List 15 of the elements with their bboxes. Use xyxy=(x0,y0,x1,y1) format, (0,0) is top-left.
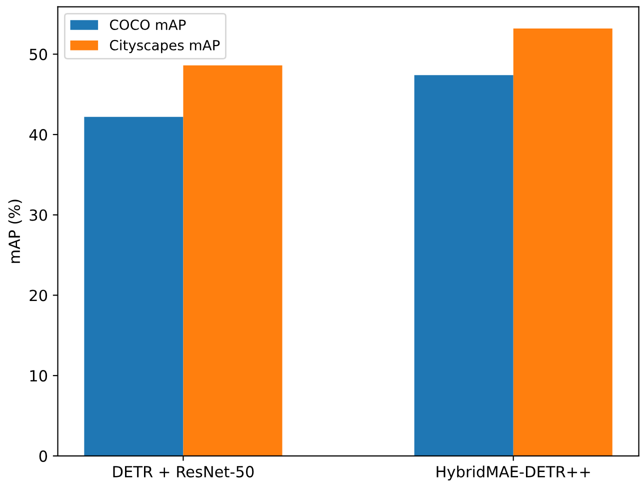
y-tick-label: 30 xyxy=(30,209,48,221)
y-tick-label: 50 xyxy=(30,48,48,60)
bar xyxy=(513,28,612,456)
y-tick-label: 10 xyxy=(30,370,48,382)
y-axis-title: mAP (%) xyxy=(8,200,22,263)
bar xyxy=(183,65,282,456)
y-tick-label: 20 xyxy=(30,290,48,302)
bar xyxy=(84,116,184,456)
y-tick-label: 40 xyxy=(29,128,48,141)
x-tick-label: HybridMAE-DETR++ xyxy=(436,466,590,480)
bar xyxy=(414,75,514,456)
x-tick-label: DETR + ResNet-50 xyxy=(113,466,254,478)
y-tick-label: 0 xyxy=(39,450,48,462)
legend-label: COCO mAP xyxy=(110,20,186,30)
legend-label: Cityscapes mAP xyxy=(110,40,220,54)
